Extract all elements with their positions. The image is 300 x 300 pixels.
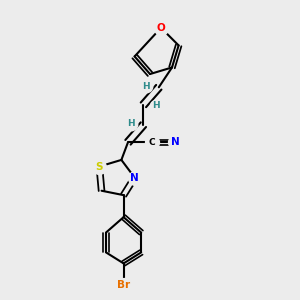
Text: Br: Br: [117, 280, 130, 290]
Text: H: H: [152, 101, 159, 110]
Text: C: C: [149, 138, 155, 147]
Text: N: N: [171, 137, 180, 147]
Text: N: N: [130, 172, 139, 182]
Text: S: S: [96, 161, 103, 172]
Text: H: H: [142, 82, 149, 91]
Text: H: H: [128, 119, 135, 128]
Text: O: O: [157, 23, 165, 33]
